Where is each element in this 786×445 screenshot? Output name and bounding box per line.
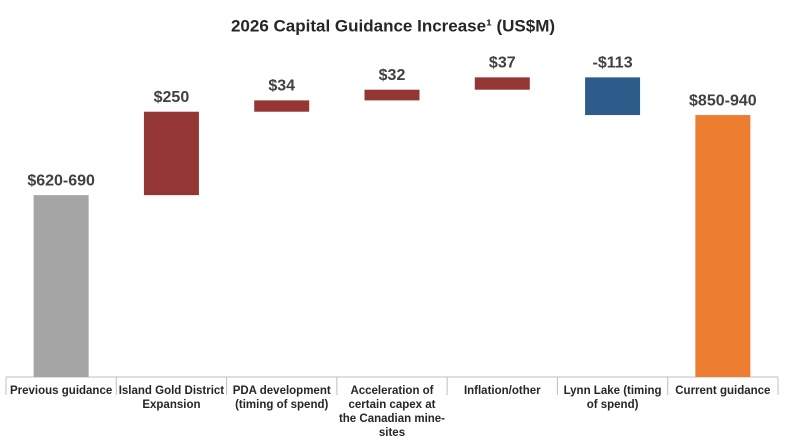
bar	[143, 111, 199, 196]
value-label: -$113	[593, 55, 633, 72]
bar	[695, 115, 751, 377]
value-label: $250	[154, 89, 190, 106]
x-tick-label: PDA development (timing of spend)	[232, 385, 331, 411]
bar	[474, 77, 530, 90]
x-tick-label: Previous guidance	[10, 385, 113, 397]
x-tick-label: Island Gold District Expansion	[118, 385, 225, 411]
bar	[585, 77, 641, 116]
value-label: $34	[268, 78, 295, 95]
value-label: $850-940	[689, 92, 757, 109]
x-tick-label: Inflation/other	[463, 385, 541, 397]
value-label: $620-690	[27, 172, 95, 189]
x-tick-label: Acceleration of certain capex at the Can…	[338, 385, 446, 439]
bar	[254, 100, 310, 112]
x-tick-label: Lynn Lake (timing of spend)	[563, 385, 662, 411]
value-label: $32	[379, 67, 406, 84]
value-label: $37	[489, 55, 516, 72]
bar	[364, 89, 420, 101]
x-tick-label: Current guidance	[675, 385, 771, 397]
bar	[33, 195, 89, 377]
chart-title: 2026 Capital Guidance Increase¹ (US$M)	[231, 16, 555, 35]
